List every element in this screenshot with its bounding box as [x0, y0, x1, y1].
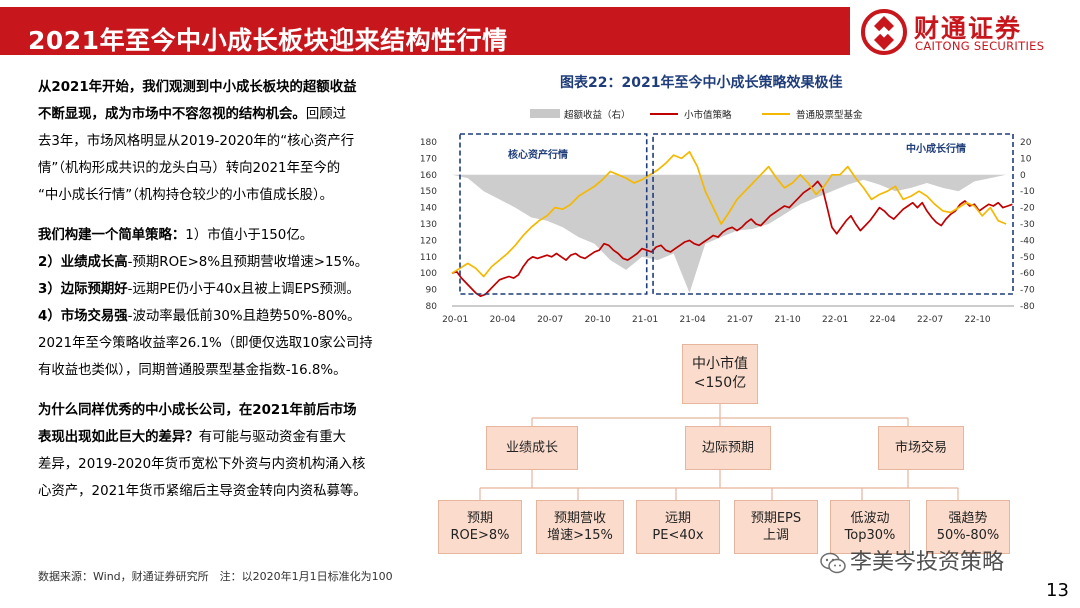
- line-chart: 超额收益（右） 小市值策略 普通股票型基金 80901001101201301401…: [420, 109, 1035, 325]
- paragraph-line: 心资产，2021年货币紧缩后主导资金转向内资私募等。: [38, 484, 367, 499]
- diagram-leaf-node: 强趋势 50%-80%: [926, 500, 1010, 554]
- x-tick-label: 20-04: [490, 315, 516, 325]
- chart-legend: 超额收益（右） 小市值策略 普通股票型基金: [530, 109, 863, 121]
- x-tick-label: 21-04: [680, 315, 706, 325]
- x-tick-label: 20-10: [585, 315, 611, 325]
- page-number: 13: [1046, 580, 1069, 601]
- paragraph-line: 情”（机构形成共识的龙头白马）转向2021年至今的: [38, 161, 341, 176]
- watermark: 李美岑投资策略: [820, 544, 1004, 576]
- diagram-leaf-node: 远期 PE<40x: [636, 500, 720, 554]
- paragraph-line: 2021年至今策略收益率26.1%（即便仅选取10家公司持: [38, 336, 373, 351]
- y-right-tick-label: -10: [1020, 187, 1035, 197]
- logo-text-cn: 财通证券: [914, 14, 1023, 43]
- diagram-leaf-node: 低波动 Top30%: [830, 500, 910, 554]
- paragraph-line: 4）市场交易强-波动率最低前30%且趋势50%-80%。: [38, 309, 361, 324]
- y-left-tick-label: 170: [420, 154, 437, 164]
- diagram-leaf-node: 预期营收 增速>15%: [536, 500, 624, 554]
- diagram-leaf-node: 预期 ROE>8%: [438, 500, 522, 554]
- paragraph-line: 表现出现如此巨大的差异？有可能与驱动资金有重大: [38, 430, 346, 445]
- body-text: 从2021年开始，我们观测到中小成长板块的超额收益 不断显现，成为市场中不容忽视…: [38, 74, 422, 505]
- chart-title: 图表22：2021年至今中小成长策略效果极佳: [560, 75, 843, 91]
- diagram-node-marginal-expectation: 边际预期: [685, 426, 771, 470]
- series-line: [451, 180, 1013, 298]
- y-right-tick-label: 10: [1020, 154, 1032, 164]
- series-line: [451, 150, 1007, 278]
- data-source-note: 数据来源：Wind，财通证券研究所 注：以2020年1月1日标准化为100: [38, 570, 393, 583]
- diagram-leaf-node: 预期EPS 上调: [734, 500, 818, 554]
- x-tick-label: 20-01: [442, 315, 468, 325]
- annotation-label: 中小成长行情: [906, 142, 966, 155]
- diagram-node-earnings-growth: 业绩成长: [486, 426, 578, 470]
- diagram-node-market-trading: 市场交易: [878, 426, 964, 470]
- paragraph-line: 有收益也类似），同期普通股票型基金指数-16.8%。: [38, 363, 347, 378]
- paragraph-line: 不断显现，成为市场中不容忽视的结构机会。回顾过: [38, 107, 346, 122]
- y-left-tick-label: 90: [426, 286, 438, 296]
- y-left-tick-label: 180: [420, 138, 437, 148]
- y-right-tick-label: -30: [1020, 220, 1035, 230]
- legend-label: 超额收益（右）: [564, 109, 631, 121]
- page-title: 2021年至今中小成长板块迎来结构性行情: [28, 26, 508, 55]
- y-left-tick-label: 140: [420, 204, 437, 214]
- y-left-tick-label: 120: [420, 236, 437, 246]
- y-right-tick-label: -40: [1020, 236, 1035, 246]
- paragraph-line: 差异，2019-2020年货币宽松下外资与内资机构涌入核: [38, 457, 366, 472]
- legend-label: 普通股票型基金: [796, 109, 863, 121]
- paragraph-line: 从2021年开始，我们观测到中小成长板块的超额收益: [38, 80, 357, 95]
- y-left-tick-label: 160: [420, 171, 437, 181]
- paragraph-line: 为什么同样优秀的中小成长公司，在2021年前后市场: [38, 403, 357, 418]
- y-left-tick-label: 150: [420, 187, 437, 197]
- legend-swatch: [530, 109, 560, 118]
- x-tick-label: 22-07: [917, 315, 943, 325]
- x-tick-label: 22-01: [822, 315, 848, 325]
- y-right-tick-label: -80: [1020, 302, 1035, 312]
- y-right-tick-label: 0: [1020, 171, 1026, 181]
- annotation-box: [459, 133, 648, 295]
- x-tick-label: 21-10: [775, 315, 801, 325]
- x-tick-label: 20-07: [537, 315, 563, 325]
- logo-text-en: CAITONG SECURITIES: [915, 39, 1045, 53]
- x-tick-label: 21-07: [727, 315, 753, 325]
- y-right-tick-label: -60: [1020, 269, 1035, 279]
- wechat-icon: [820, 552, 846, 574]
- title-bar: 2021年至今中小成长板块迎来结构性行情: [0, 7, 850, 55]
- x-tick-label: 22-10: [965, 315, 991, 325]
- y-left-tick-label: 80: [426, 302, 438, 312]
- x-tick-label: 21-01: [632, 315, 658, 325]
- header: 2021年至今中小成长板块迎来结构性行情 财通证券 CAITONG SECURI…: [0, 0, 1080, 64]
- diagram-root-node: 中小市值 <150亿: [682, 344, 758, 404]
- paragraph-line: “中小成长行情”（机构持仓较少的小市值成长股）。: [38, 188, 334, 203]
- y-left-tick-label: 110: [420, 253, 437, 263]
- y-right-tick-label: 20: [1020, 138, 1032, 148]
- excess-area-layer: [452, 174, 1007, 293]
- logo-emblem-icon: [861, 9, 907, 55]
- annotation-box: [652, 133, 1014, 295]
- excess-area: [452, 174, 1007, 293]
- y-right-tick-label: -20: [1020, 204, 1035, 214]
- y-left-tick-label: 100: [420, 269, 437, 279]
- diagram-connectors: [479, 404, 959, 500]
- series-layer: [451, 150, 1013, 298]
- paragraph-line: 2）业绩成长高-预期ROE>8%且预期营收增速>15%。: [38, 255, 369, 270]
- y-right-tick-label: -70: [1020, 286, 1035, 296]
- paragraph-line: 去3年，市场风格明显从2019-2020年的“核心资产行: [38, 134, 355, 149]
- annotation-layer: 核心资产行情 中小成长行情: [459, 133, 1014, 295]
- paragraph-line: 我们构建一个简单策略：1）市值小于150亿。: [38, 228, 314, 243]
- legend-label: 小市值策略: [684, 109, 732, 121]
- y-left-tick-label: 130: [420, 220, 437, 230]
- annotation-label: 核心资产行情: [508, 148, 568, 161]
- paragraph-line: 3）边际预期好-远期PE仍小于40x且被上调EPS预测。: [38, 282, 360, 297]
- company-logo: 财通证券 CAITONG SECURITIES: [858, 6, 1068, 58]
- y-right-tick-label: -50: [1020, 253, 1035, 263]
- x-tick-label: 22-04: [870, 315, 896, 325]
